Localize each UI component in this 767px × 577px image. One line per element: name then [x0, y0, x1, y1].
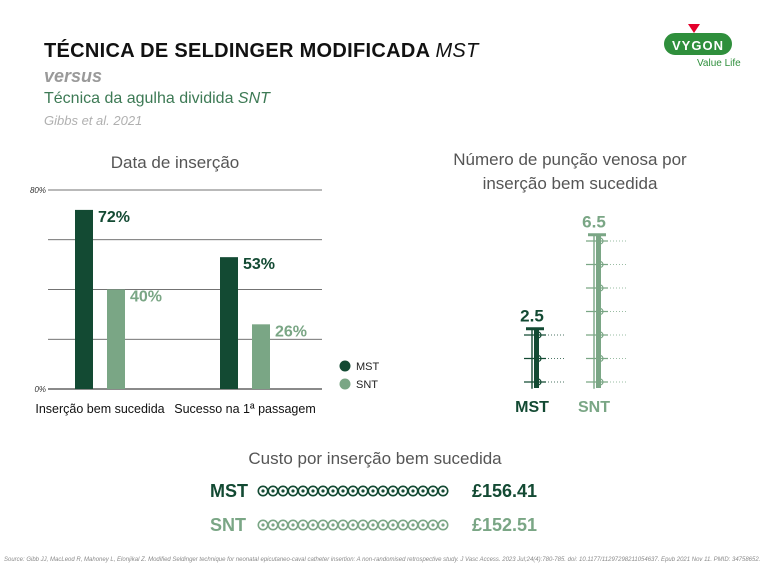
puncture-chart: 2.5 MST 6.5 SNT: [515, 212, 626, 416]
coin-center: [321, 523, 325, 527]
coin-center: [421, 489, 425, 493]
coin-center: [291, 489, 295, 493]
coin-center: [371, 523, 375, 527]
coin-center: [291, 523, 295, 527]
needle-ring: [596, 284, 604, 292]
coin-row-mst: [257, 485, 449, 497]
needle-ring: [596, 354, 604, 363]
needle-ring: [534, 331, 542, 339]
category-label: SNT: [578, 399, 610, 416]
needle-ring: [534, 354, 542, 363]
needle-ring: [596, 237, 604, 245]
chart3-title: Custo por inserção bem sucedida: [248, 449, 502, 468]
chart2-title: Número de punção venosa por inserção bem…: [453, 150, 687, 193]
coin-center: [351, 489, 355, 493]
cost-label-mst: MST: [210, 481, 248, 501]
y-tick-label: 80%: [30, 186, 46, 195]
cost-value-snt: £152.51: [472, 515, 538, 535]
coin-center: [361, 489, 365, 493]
coin-center: [401, 523, 405, 527]
title-main: TÉCNICA DE SELDINGER MODIFICADA: [44, 40, 430, 62]
vygon-logo: VYGON: [664, 33, 732, 55]
coin-center: [341, 523, 345, 527]
needle-ring: [596, 331, 604, 339]
category-label: Inserção bem sucedida: [35, 402, 164, 416]
coin-icon: [437, 519, 449, 531]
legend-marker: [339, 360, 351, 372]
bar-mst: [75, 209, 93, 389]
coin-center: [411, 523, 415, 527]
data-label: 53%: [243, 256, 275, 273]
coin-center: [371, 489, 375, 493]
coin-center: [281, 489, 285, 493]
y-tick-label: 0%: [34, 385, 46, 394]
page-title: TÉCNICA DE SELDINGER MODIFICADA MST: [44, 40, 479, 63]
coin-center: [301, 523, 305, 527]
needle-ring: [596, 378, 604, 386]
coin-center: [341, 489, 345, 493]
coin-center: [261, 523, 265, 527]
cost-value-mst: £156.41: [472, 481, 538, 501]
coin-center: [271, 489, 275, 493]
coin-center: [381, 489, 385, 493]
insertion-bar-chart: 80% 0% 72% 53% 40% 26% Inserção bem sucedida Su…: [30, 186, 380, 416]
coin-center: [441, 489, 445, 493]
coin-row-snt: [257, 519, 449, 531]
coin-center: [421, 523, 425, 527]
coin-center: [331, 489, 335, 493]
category-label: Sucesso na 1ª passagem: [174, 402, 316, 416]
coin-center: [311, 523, 315, 527]
citation: Gibbs et al. 2021: [44, 113, 143, 128]
subtitle-main: Técnica da agulha dividida: [44, 90, 234, 107]
data-label: 72%: [98, 209, 130, 226]
logo-mark-icon: [688, 24, 700, 33]
title-abbr: MST: [435, 40, 479, 62]
legend-marker: [339, 378, 351, 390]
coin-center: [261, 489, 265, 493]
coin-center: [271, 523, 275, 527]
chart1-title: Data de inserção: [110, 153, 240, 172]
logo-tagline: Value Life: [697, 58, 741, 69]
coin-center: [401, 489, 405, 493]
syringe-flange: [526, 327, 544, 331]
subtitle-abbr: SNT: [237, 90, 270, 107]
value-label: 2.5: [520, 306, 544, 325]
coin-center: [321, 489, 325, 493]
coin-center: [351, 523, 355, 527]
coin-center: [331, 523, 335, 527]
needle-ring: [534, 378, 542, 386]
cost-label-snt: SNT: [210, 515, 246, 535]
data-label: 40%: [130, 289, 162, 306]
coin-center: [431, 523, 435, 527]
coin-center: [391, 489, 395, 493]
coin-center: [411, 489, 415, 493]
coin-center: [441, 523, 445, 527]
needle-ring: [596, 260, 604, 269]
bar-snt: [107, 289, 125, 389]
legend-label: MST: [356, 361, 380, 373]
bar-snt: [252, 324, 270, 389]
coin-center: [431, 489, 435, 493]
coin-icon: [437, 485, 449, 497]
category-label: MST: [515, 399, 549, 416]
page-subtitle: Técnica da agulha dividida SNT: [44, 90, 270, 108]
coin-center: [391, 523, 395, 527]
value-label: 6.5: [582, 212, 606, 231]
syringe-flange: [588, 233, 606, 237]
legend-label: SNT: [356, 379, 378, 391]
coin-center: [381, 523, 385, 527]
bar-mst: [220, 257, 238, 389]
data-label: 26%: [275, 323, 307, 340]
coin-center: [361, 523, 365, 527]
versus-label: versus: [44, 66, 103, 86]
coin-center: [311, 489, 315, 493]
coin-center: [281, 523, 285, 527]
needle-ring: [596, 307, 604, 316]
coin-center: [301, 489, 305, 493]
source-footnote: Source: Gibb JJ, MacLeod R, Mahoney L, E…: [4, 557, 761, 563]
